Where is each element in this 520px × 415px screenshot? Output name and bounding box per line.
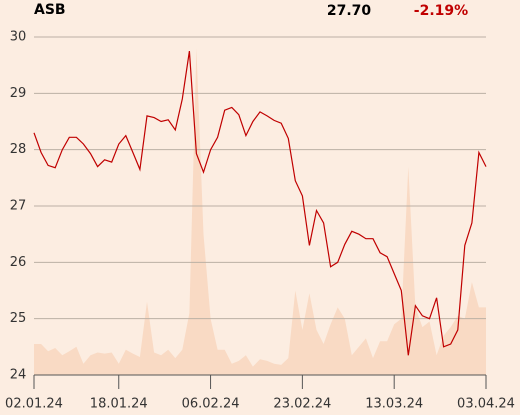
y-tick-label: 24: [10, 368, 27, 383]
x-tick-label: 02.01.24: [5, 397, 63, 412]
y-tick-label: 30: [10, 30, 27, 45]
y-tick-label: 25: [10, 311, 27, 326]
x-tick-label: 13.03.24: [365, 397, 423, 412]
change: -2.19%: [414, 3, 468, 19]
x-tick-label: 03.04.24: [457, 397, 515, 412]
x-tick-label: 23.02.24: [273, 397, 331, 412]
y-tick-label: 29: [10, 86, 27, 101]
x-tick-label: 18.01.24: [90, 397, 148, 412]
price-line: [33, 51, 487, 356]
x-tick-label: 06.02.24: [182, 397, 240, 412]
ticker: ASB: [34, 2, 66, 18]
y-tick-label: 26: [10, 255, 27, 270]
y-tick-label: 28: [10, 142, 27, 157]
price: 27.70: [327, 3, 372, 19]
y-tick-label: 27: [10, 199, 27, 214]
